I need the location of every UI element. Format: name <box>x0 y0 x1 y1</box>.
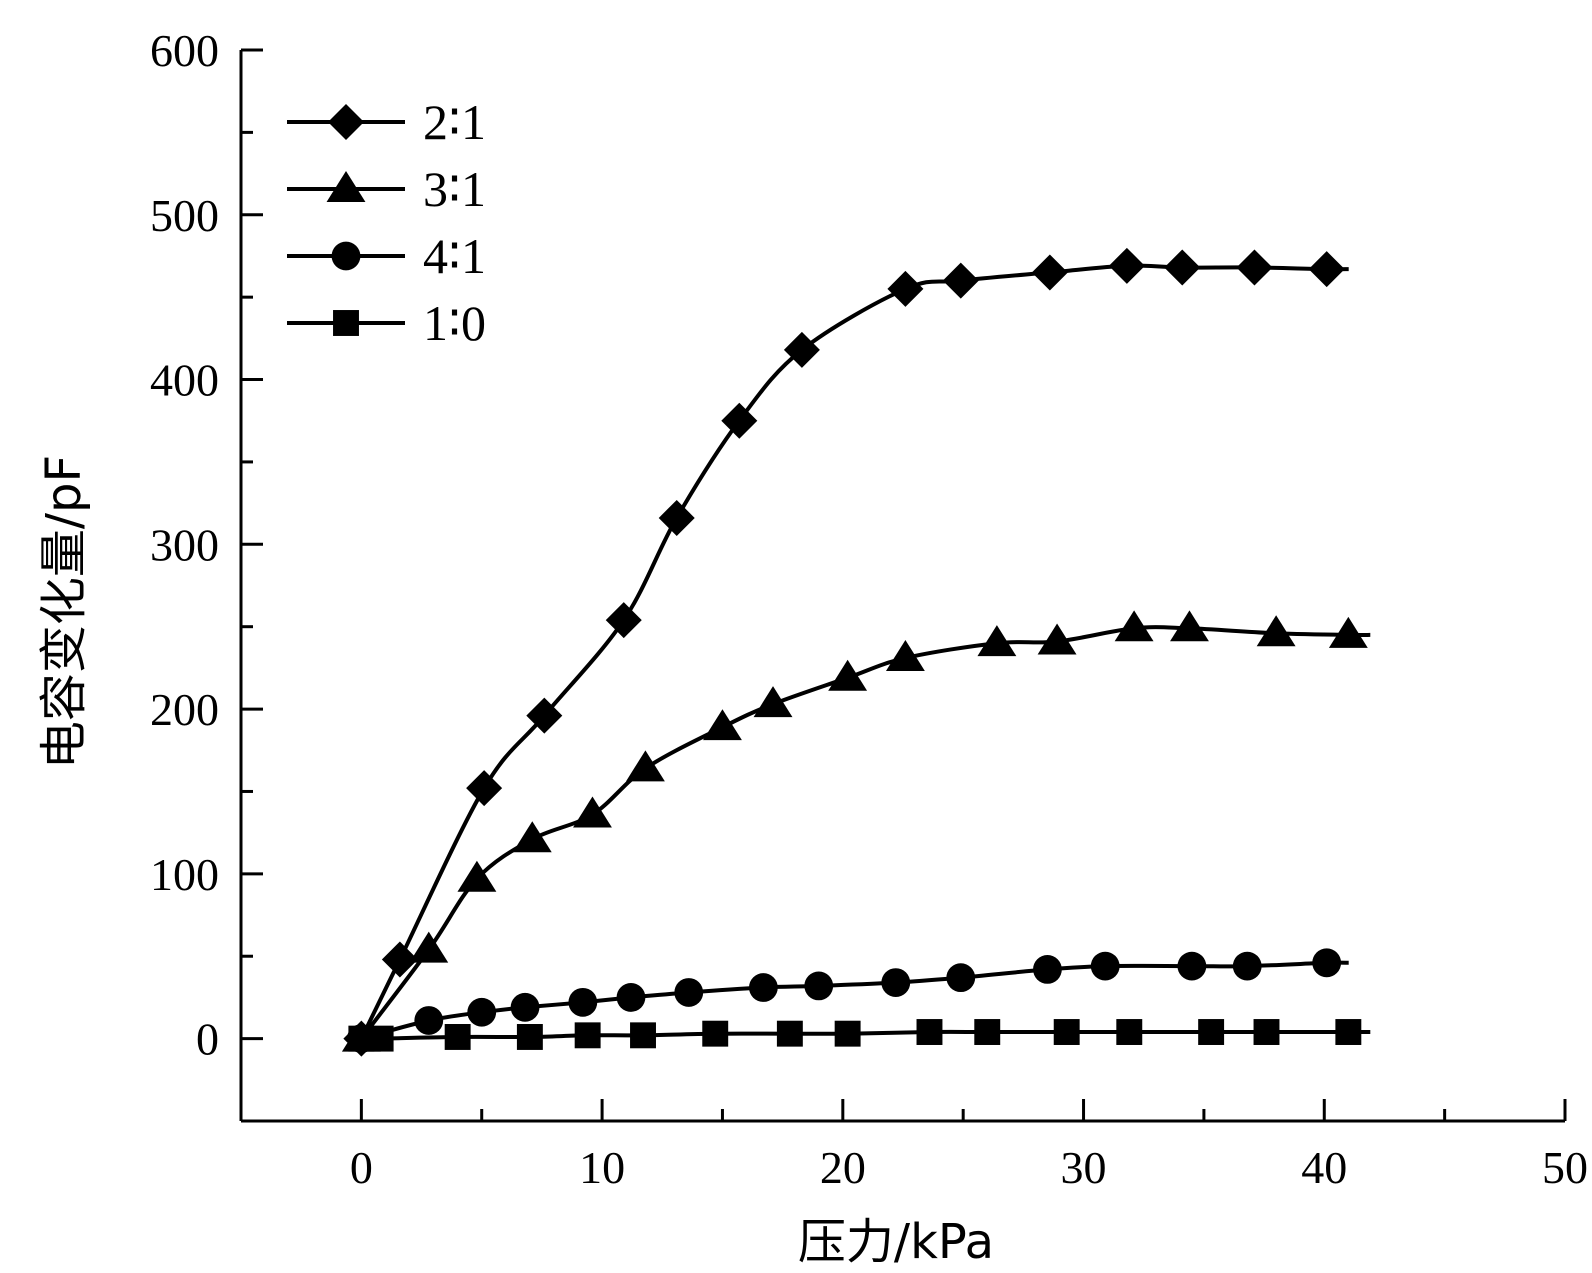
legend-label: 2∶1 <box>423 94 486 150</box>
data-point <box>1033 955 1062 984</box>
data-point <box>1170 610 1209 642</box>
y-tick-label: 100 <box>150 849 219 900</box>
data-point <box>658 499 695 536</box>
data-point <box>942 262 979 299</box>
data-point <box>414 1006 444 1035</box>
data-point <box>367 1025 394 1052</box>
legend-item: 3∶1 <box>287 161 486 217</box>
data-point <box>512 821 552 853</box>
data-point <box>466 770 503 807</box>
data-point <box>1037 623 1077 655</box>
data-point <box>748 973 778 1002</box>
x-tick-label: 10 <box>579 1142 625 1193</box>
data-point <box>1253 1019 1280 1045</box>
legend-marker <box>331 241 361 271</box>
x-tick-label: 50 <box>1542 1142 1588 1193</box>
data-point <box>1198 1019 1225 1045</box>
data-point <box>881 968 911 997</box>
legend-label: 1∶0 <box>423 295 486 351</box>
data-point <box>828 659 868 691</box>
data-point <box>1308 251 1345 288</box>
data-point <box>1177 951 1207 981</box>
data-point <box>526 697 563 734</box>
y-tick-label: 300 <box>150 519 219 570</box>
data-point <box>753 686 793 718</box>
series-layer <box>341 247 1371 1057</box>
x-tick-label: 40 <box>1301 1142 1347 1193</box>
data-point <box>444 1024 471 1050</box>
y-axis-title: 电容变化量/pF <box>36 455 92 769</box>
data-point <box>721 402 758 439</box>
y-tick-label: 0 <box>196 1014 219 1065</box>
x-tick-label: 30 <box>1061 1142 1107 1193</box>
series-line <box>359 263 1349 1040</box>
series-1 <box>343 247 1349 1057</box>
legend-label: 3∶1 <box>423 161 486 217</box>
data-point <box>457 860 497 892</box>
data-point <box>1232 951 1262 981</box>
data-point <box>573 796 612 828</box>
legend-marker <box>333 310 359 336</box>
data-point <box>1116 1019 1143 1045</box>
data-point <box>703 709 742 741</box>
data-point <box>605 602 642 639</box>
x-tick-label: 20 <box>820 1142 866 1193</box>
data-point <box>625 750 665 782</box>
x-axis-title: 压力/kPa <box>798 1214 994 1270</box>
data-point <box>630 1022 656 1049</box>
series-3 <box>346 948 1349 1054</box>
data-point <box>516 1024 543 1050</box>
legend-marker <box>328 104 364 140</box>
data-point <box>1090 951 1120 981</box>
data-point <box>834 1020 861 1047</box>
legend-item: 1∶0 <box>287 295 486 351</box>
y-tick-label: 500 <box>150 190 219 241</box>
axes: 0 100 200 300 400 500 600 0 10 20 30 40 50 <box>150 25 1588 1193</box>
data-point <box>804 971 834 1001</box>
data-point <box>674 978 704 1007</box>
data-point <box>510 992 540 1022</box>
data-point <box>1164 249 1201 286</box>
y-tick-label: 600 <box>150 25 219 76</box>
data-point <box>1335 1019 1362 1045</box>
data-point <box>977 625 1017 657</box>
data-point <box>616 983 646 1012</box>
x-tick-label: 0 <box>350 1142 373 1193</box>
data-point <box>574 1022 601 1049</box>
data-point <box>916 1019 943 1045</box>
data-point <box>467 997 497 1027</box>
data-point <box>409 931 449 963</box>
data-point <box>776 1020 803 1047</box>
series-2 <box>341 610 1371 1052</box>
legend: 2∶1 3∶1 4∶1 1∶0 <box>287 94 486 351</box>
data-point <box>1312 948 1342 978</box>
data-point <box>1031 254 1068 291</box>
data-point <box>1053 1019 1080 1045</box>
legend-marker <box>326 171 366 202</box>
y-tick-label: 200 <box>150 684 219 735</box>
data-point <box>381 941 418 978</box>
y-tick-label: 400 <box>150 355 219 406</box>
legend-item: 4∶1 <box>287 228 486 284</box>
data-point <box>974 1019 1001 1045</box>
data-point <box>1236 249 1273 286</box>
series-4 <box>348 1019 1371 1052</box>
data-point <box>887 270 924 307</box>
legend-label: 4∶1 <box>423 228 486 284</box>
data-point <box>568 987 598 1017</box>
data-point <box>702 1020 729 1047</box>
data-point <box>946 963 976 993</box>
data-point <box>885 639 925 671</box>
data-point <box>1114 610 1154 642</box>
data-point <box>1108 247 1145 284</box>
legend-item: 2∶1 <box>287 94 486 150</box>
data-point <box>1328 616 1368 648</box>
data-point <box>1256 615 1296 647</box>
data-point <box>783 331 820 368</box>
